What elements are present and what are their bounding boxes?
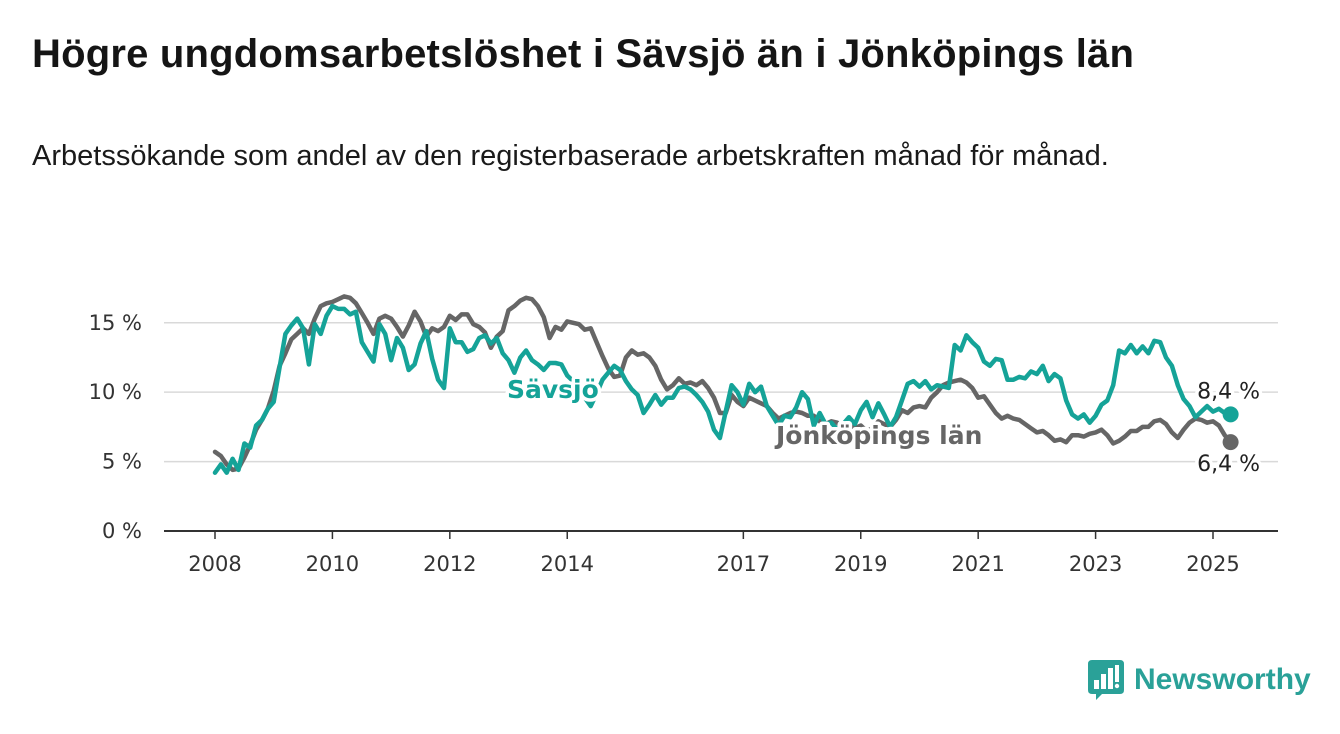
grid-lines bbox=[164, 322, 1278, 463]
series-labels: Sävsjö Jönköpings län 8,4 % 6,4 % bbox=[504, 372, 1264, 481]
bar-chart-logo-icon bbox=[1088, 660, 1124, 700]
end-label-jonkopings-lan: 6,4 % bbox=[1197, 452, 1260, 477]
x-axis: 0 % 5 % 10 % 15 % 2008 2010 2012 2014 2017 2019 20… bbox=[89, 311, 1278, 576]
x-tick-label: 2012 bbox=[423, 552, 476, 576]
series-line-jonkopings-lan bbox=[212, 294, 1233, 473]
x-tick-label: 2019 bbox=[834, 552, 887, 576]
x-tick-label: 2025 bbox=[1186, 552, 1239, 576]
x-tick-label: 2017 bbox=[717, 552, 770, 576]
y-tick-label: 0 % bbox=[102, 519, 142, 543]
series-line-savsjo bbox=[212, 303, 1233, 475]
series-lines bbox=[212, 294, 1239, 475]
y-tick-label: 10 % bbox=[89, 380, 142, 404]
brand-logo: Newsworthy bbox=[1088, 660, 1311, 700]
page-title: Högre ungdomsarbetslöshet i Sävsjö än i … bbox=[32, 32, 1135, 76]
x-tick-label: 2008 bbox=[188, 552, 241, 576]
page-subtitle: Arbetssökande som andel av den registerb… bbox=[32, 140, 1109, 172]
y-tick-label: 5 % bbox=[102, 450, 142, 474]
x-tick-label: 2010 bbox=[306, 552, 359, 576]
end-point-savsjo bbox=[1222, 406, 1239, 423]
x-tick-label: 2021 bbox=[951, 552, 1004, 576]
brand-name: Newsworthy bbox=[1134, 663, 1311, 696]
y-tick-label: 15 % bbox=[89, 311, 142, 335]
end-label-savsjo: 8,4 % bbox=[1197, 379, 1260, 404]
x-tick-label: 2014 bbox=[541, 552, 594, 576]
series-label-jonkopings-lan: Jönköpings län bbox=[774, 421, 982, 450]
series-label-savsjo: Sävsjö bbox=[507, 375, 599, 404]
end-point-jonkopings-lan bbox=[1222, 434, 1239, 451]
x-tick-label: 2023 bbox=[1069, 552, 1122, 576]
